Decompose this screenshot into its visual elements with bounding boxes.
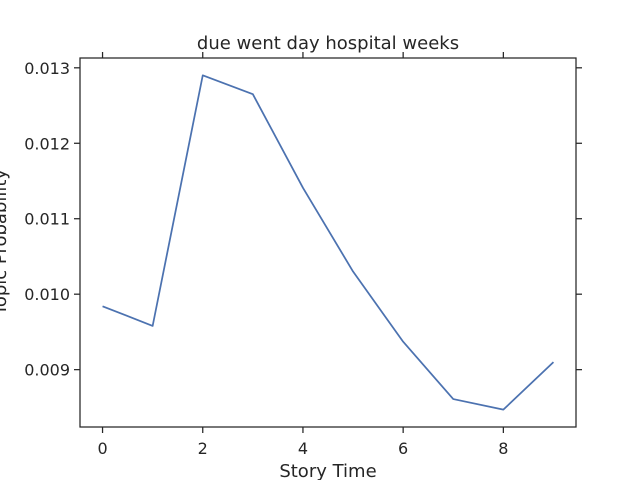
plot-frame bbox=[79, 57, 577, 428]
x-axis-label: Story Time bbox=[279, 461, 376, 480]
y-tick-label: 0.011 bbox=[24, 210, 70, 229]
chart-title: due went day hospital weeks bbox=[197, 33, 459, 54]
x-tick-label: 8 bbox=[498, 439, 508, 458]
x-tick-label: 4 bbox=[298, 439, 308, 458]
series-layer bbox=[102, 74, 555, 411]
y-axis: 0.009 0.010 0.011 0.012 0.013 bbox=[24, 59, 582, 380]
y-tick-label: 0.009 bbox=[24, 361, 70, 380]
x-tick-label: 6 bbox=[398, 439, 408, 458]
y-tick-label: 0.013 bbox=[24, 59, 70, 78]
y-tick-label: 0.010 bbox=[24, 285, 70, 304]
y-tick-label: 0.012 bbox=[24, 134, 70, 153]
series-line bbox=[102, 74, 555, 411]
x-tick-label: 2 bbox=[198, 439, 208, 458]
x-tick-label: 0 bbox=[97, 439, 107, 458]
y-axis-label: Topic Probability bbox=[0, 169, 11, 316]
x-axis: 0 2 4 6 8 bbox=[97, 52, 508, 458]
